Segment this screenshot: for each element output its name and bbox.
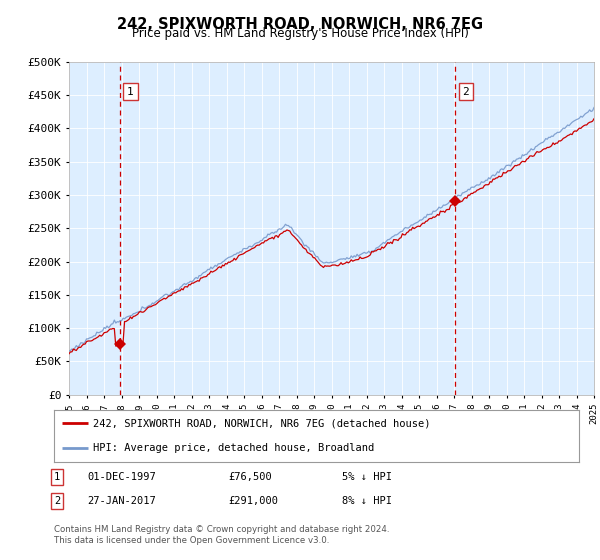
Text: 01-DEC-1997: 01-DEC-1997 [87,472,156,482]
Text: 2: 2 [463,87,469,96]
Text: 242, SPIXWORTH ROAD, NORWICH, NR6 7EG (detached house): 242, SPIXWORTH ROAD, NORWICH, NR6 7EG (d… [94,418,431,428]
Text: 27-JAN-2017: 27-JAN-2017 [87,496,156,506]
Text: £76,500: £76,500 [228,472,272,482]
Text: 5% ↓ HPI: 5% ↓ HPI [342,472,392,482]
Text: 1: 1 [54,472,60,482]
Text: £291,000: £291,000 [228,496,278,506]
Text: 2: 2 [54,496,60,506]
Text: 242, SPIXWORTH ROAD, NORWICH, NR6 7EG: 242, SPIXWORTH ROAD, NORWICH, NR6 7EG [117,17,483,32]
Text: 8% ↓ HPI: 8% ↓ HPI [342,496,392,506]
Text: 1: 1 [127,87,134,96]
Text: Price paid vs. HM Land Registry's House Price Index (HPI): Price paid vs. HM Land Registry's House … [131,27,469,40]
Text: Contains HM Land Registry data © Crown copyright and database right 2024.
This d: Contains HM Land Registry data © Crown c… [54,525,389,545]
Text: HPI: Average price, detached house, Broadland: HPI: Average price, detached house, Broa… [94,442,374,452]
